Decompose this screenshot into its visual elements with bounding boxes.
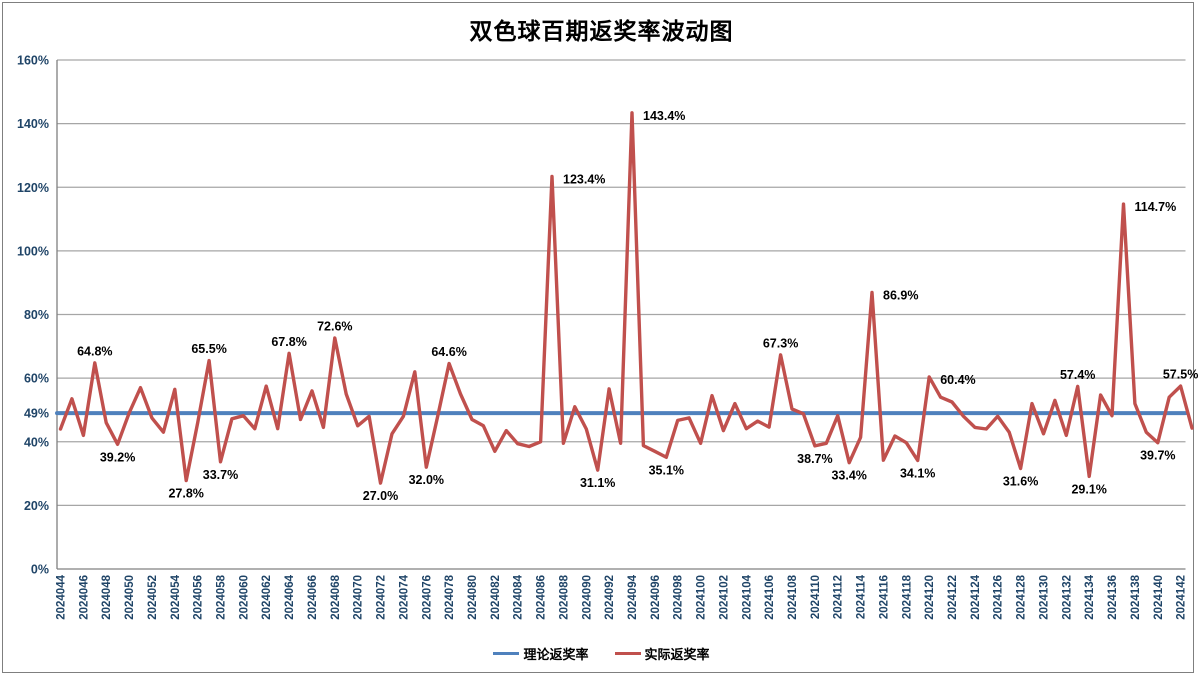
data-label: 86.9% <box>883 289 918 303</box>
legend-item-theoretical: 理论返奖率 <box>493 644 589 663</box>
data-label: 35.1% <box>649 463 684 477</box>
data-label: 32.0% <box>409 473 444 487</box>
y-tick-label: 49% <box>24 407 49 421</box>
x-tick-label: 2024052 <box>147 575 159 620</box>
x-tick-label: 2024142 <box>1176 575 1188 620</box>
x-tick-label: 2024110 <box>810 575 822 619</box>
x-tick-label: 2024134 <box>1084 574 1096 619</box>
x-tick-label: 2024118 <box>901 574 913 619</box>
x-tick-label: 2024136 <box>1107 575 1119 620</box>
x-tick-label: 2024076 <box>421 575 433 620</box>
data-label: 39.7% <box>1140 449 1175 463</box>
x-tick-label: 2024138 <box>1130 574 1142 619</box>
data-label: 67.3% <box>763 336 798 350</box>
data-label: 38.7% <box>797 452 832 466</box>
x-tick-label: 2024098 <box>673 574 685 619</box>
data-label: 114.7% <box>1135 200 1177 214</box>
data-label: 67.8% <box>271 335 306 349</box>
x-tick-label: 2024106 <box>764 575 776 620</box>
data-label: 31.6% <box>1003 475 1038 489</box>
x-tick-label: 2024044 <box>56 574 68 619</box>
y-tick-label: 40% <box>24 435 49 449</box>
legend-item-actual: 实际返奖率 <box>614 644 710 663</box>
actual-line-swatch <box>614 652 641 655</box>
data-label: 27.0% <box>363 489 398 503</box>
x-tick-label: 2024116 <box>878 575 890 619</box>
x-tick-label: 2024132 <box>1061 575 1073 620</box>
x-tick-label: 2024068 <box>330 574 342 619</box>
legend-label-actual: 实际返奖率 <box>644 647 710 662</box>
data-label: 72.6% <box>317 320 352 334</box>
legend-label-theoretical: 理论返奖率 <box>523 647 589 662</box>
data-label: 64.8% <box>77 344 112 358</box>
x-tick-label: 2024080 <box>467 575 479 620</box>
data-label: 123.4% <box>563 172 605 186</box>
data-label: 143.4% <box>643 109 685 123</box>
x-tick-label: 2024086 <box>536 575 548 620</box>
x-tick-label: 2024054 <box>170 574 182 619</box>
x-tick-label: 2024130 <box>1039 575 1051 620</box>
y-tick-label: 60% <box>24 372 49 386</box>
x-tick-label: 2024046 <box>78 575 90 620</box>
data-label: 34.1% <box>900 467 935 481</box>
x-tick-label: 2024082 <box>490 575 502 620</box>
x-tick-label: 2024094 <box>627 574 639 619</box>
x-tick-label: 2024120 <box>924 575 936 620</box>
x-tick-label: 2024090 <box>581 575 593 620</box>
x-tick-label: 2024064 <box>284 574 296 619</box>
x-tick-label: 2024096 <box>650 575 662 620</box>
x-tick-label: 2024060 <box>238 575 250 620</box>
data-label: 57.5% <box>1163 368 1198 382</box>
y-tick-label: 0% <box>31 563 49 577</box>
data-label: 27.8% <box>168 487 203 501</box>
x-tick-label: 2024088 <box>558 574 570 619</box>
data-label: 29.1% <box>1071 482 1106 496</box>
x-tick-label: 2024128 <box>1016 574 1028 619</box>
x-tick-label: 2024070 <box>353 575 365 620</box>
x-tick-label: 2024084 <box>513 574 525 619</box>
y-tick-label: 80% <box>24 308 49 322</box>
x-tick-label: 2024104 <box>741 574 753 619</box>
data-label: 65.5% <box>191 342 226 356</box>
x-tick-label: 2024126 <box>993 575 1005 620</box>
chart-title: 双色球百期返奖率波动图 <box>469 18 734 44</box>
data-label: 64.6% <box>431 345 466 359</box>
x-tick-label: 2024100 <box>696 575 708 620</box>
data-label: 33.7% <box>203 468 238 482</box>
x-tick-label: 2024108 <box>787 574 799 619</box>
x-tick-label: 2024092 <box>604 575 616 620</box>
x-tick-label: 2024078 <box>444 574 456 619</box>
data-label: 31.1% <box>580 476 615 490</box>
data-label: 33.4% <box>831 469 866 483</box>
y-tick-label: 120% <box>17 181 49 195</box>
data-label: 57.4% <box>1060 368 1095 382</box>
x-tick-label: 2024058 <box>216 574 228 619</box>
actual-line <box>58 111 1194 485</box>
data-label: 39.2% <box>100 450 135 464</box>
x-tick-label: 2024072 <box>376 575 388 620</box>
y-tick-label: 20% <box>24 499 49 513</box>
theoretical-line-swatch <box>493 652 520 655</box>
x-tick-label: 2024122 <box>947 575 959 620</box>
y-tick-label: 140% <box>17 117 49 131</box>
x-tick-label: 2024056 <box>193 575 205 620</box>
x-tick-label: 2024140 <box>1153 575 1165 620</box>
x-tick-label: 2024112 <box>833 575 845 619</box>
x-tick-label: 2024062 <box>261 575 273 620</box>
data-label: 60.4% <box>940 373 975 387</box>
x-tick-label: 2024048 <box>101 574 113 619</box>
legend: 理论返奖率 实际返奖率 <box>0 644 1203 663</box>
y-tick-label: 100% <box>17 244 49 258</box>
x-tick-label: 2024102 <box>718 575 730 620</box>
x-tick-label: 2024124 <box>970 574 982 619</box>
x-tick-label: 2024114 <box>856 574 868 619</box>
y-tick-label: 160% <box>17 54 49 68</box>
x-tick-label: 2024074 <box>398 574 410 619</box>
x-tick-label: 2024066 <box>307 575 319 620</box>
x-tick-label: 2024050 <box>124 575 136 620</box>
